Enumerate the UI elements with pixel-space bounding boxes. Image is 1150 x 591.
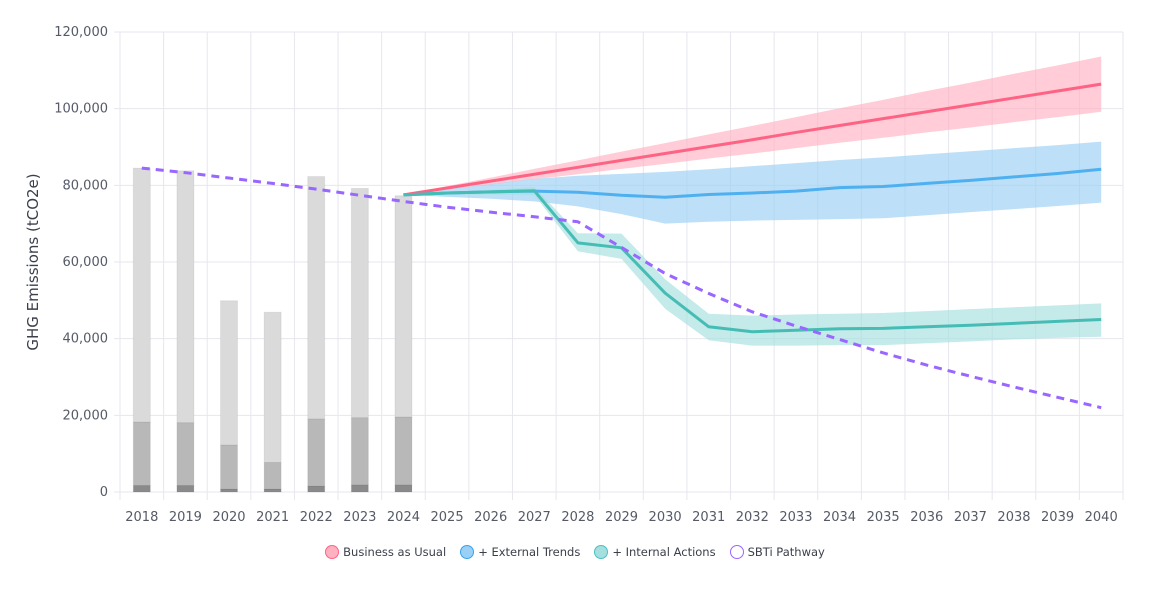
y-tick-label: 120,000 [54, 25, 108, 40]
y-tick-label: 40,000 [63, 332, 109, 347]
legend: Business as Usual + External Trends + In… [0, 545, 1150, 559]
x-tick-label: 2031 [692, 510, 725, 525]
x-tick-label: 2018 [125, 510, 158, 525]
x-tick-label: 2033 [779, 510, 812, 525]
y-tick-label: 20,000 [63, 408, 109, 423]
x-tick-label: 2040 [1085, 510, 1118, 525]
bar-segment-2024-0 [394, 484, 413, 493]
bar-segment-2023-1 [350, 417, 369, 486]
bar-segment-2024-1 [394, 416, 413, 486]
bar-segment-2024-2 [394, 195, 413, 418]
legend-swatch-external-trends [460, 545, 475, 559]
legend-item-business-as-usual[interactable]: Business as Usual [325, 545, 446, 559]
x-tick-label: 2036 [910, 510, 943, 525]
bar-segment-2018-0 [132, 484, 151, 493]
x-tick-label: 2028 [561, 510, 594, 525]
x-tick-label: 2037 [954, 510, 987, 525]
x-tick-label: 2027 [518, 510, 551, 525]
x-tick-label: 2030 [649, 510, 682, 525]
y-axis-label: GHG Emissions (tCO2e) [24, 173, 42, 350]
x-tick-label: 2020 [212, 510, 245, 525]
x-tick-label: 2019 [169, 510, 202, 525]
bar-segment-2019-0 [176, 484, 195, 493]
bar-segment-2019-2 [176, 170, 195, 424]
bar-segment-2023-0 [350, 484, 369, 493]
x-tick-label: 2022 [300, 510, 333, 525]
legend-label: + Internal Actions [612, 545, 716, 559]
legend-item-sbti-pathway[interactable]: SBTi Pathway [729, 545, 825, 559]
legend-label: Business as Usual [343, 545, 447, 559]
bar-segment-2023-2 [350, 187, 369, 419]
x-tick-label: 2021 [256, 510, 289, 525]
bar-segment-2022-2 [307, 176, 326, 420]
bar-segment-2022-1 [307, 418, 326, 487]
x-tick-label: 2032 [736, 510, 769, 525]
legend-label: SBTi Pathway [747, 545, 825, 559]
y-tick-label: 60,000 [63, 255, 109, 270]
legend-swatch-internal-actions [594, 545, 609, 559]
x-tick-label: 2025 [431, 510, 464, 525]
band-1 [403, 141, 1102, 224]
band-0 [403, 56, 1102, 195]
bar-segment-2021-2 [263, 311, 282, 463]
y-tick-label: 0 [100, 485, 108, 500]
legend-item-internal-actions[interactable]: + Internal Actions [594, 545, 716, 559]
legend-item-external-trends[interactable]: + External Trends [460, 545, 580, 559]
x-tick-label: 2035 [867, 510, 900, 525]
bar-segment-2019-1 [176, 422, 195, 486]
bar-segment-2020-2 [220, 300, 239, 446]
bar-segment-2018-2 [132, 167, 151, 423]
x-tick-label: 2038 [997, 510, 1030, 525]
bar-segment-2020-1 [220, 444, 239, 490]
x-tick-label: 2023 [343, 510, 376, 525]
x-tick-label: 2034 [823, 510, 856, 525]
x-tick-label: 2026 [474, 510, 507, 525]
y-tick-label: 80,000 [63, 178, 109, 193]
legend-swatch-business-as-usual [325, 545, 340, 559]
legend-label: + External Trends [478, 545, 581, 559]
bar-segment-2018-1 [132, 421, 151, 486]
legend-swatch-sbti-pathway [729, 545, 744, 559]
x-tick-label: 2029 [605, 510, 638, 525]
x-tick-label: 2039 [1041, 510, 1074, 525]
bar-segment-2021-1 [263, 461, 282, 490]
x-tick-label: 2024 [387, 510, 420, 525]
y-tick-label: 100,000 [54, 102, 108, 117]
band-2 [403, 186, 1102, 346]
bar-segment-2022-0 [307, 485, 326, 493]
